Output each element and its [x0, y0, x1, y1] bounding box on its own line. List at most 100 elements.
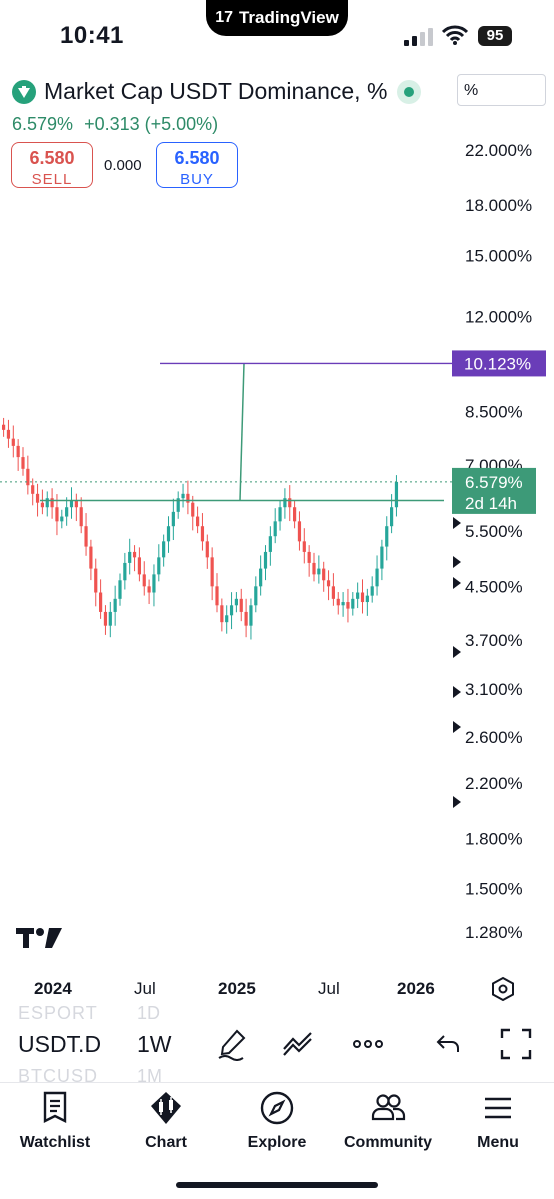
tradingview-logo-icon[interactable]	[16, 926, 62, 950]
buy-price: 6.580	[174, 148, 220, 168]
price-marker-arrow[interactable]	[453, 646, 461, 658]
candle-body	[186, 493, 190, 503]
candle-body	[65, 507, 69, 517]
price-marker-arrow[interactable]	[453, 686, 461, 698]
tab-explore[interactable]: Explore	[222, 1090, 332, 1152]
x-tick-jul-2024: Jul	[134, 979, 156, 998]
tab-chart[interactable]: Chart	[111, 1090, 221, 1152]
ticker-selector[interactable]: USDT.D	[18, 1031, 102, 1057]
sell-button[interactable]: 6.580 SELL	[11, 142, 93, 188]
candle-body	[176, 498, 180, 512]
x-tick-2024: 2024	[34, 979, 72, 998]
home-indicator	[176, 1182, 378, 1188]
tab-label-explore: Explore	[247, 1134, 307, 1151]
price-marker-arrow[interactable]	[453, 577, 461, 589]
price-marker-arrow[interactable]	[453, 796, 461, 808]
price-marker-arrow[interactable]	[453, 721, 461, 733]
symbol-title[interactable]: Market Cap USDT Dominance, %	[44, 78, 388, 104]
candle-body	[137, 557, 141, 575]
tab-community[interactable]: Community	[333, 1090, 443, 1152]
candle-body	[365, 595, 369, 603]
candle-body	[356, 592, 360, 599]
candle-body	[50, 498, 54, 508]
candle-body	[11, 438, 15, 446]
candle-body	[152, 574, 156, 593]
candle-body	[200, 526, 205, 542]
last-price: 6.579%	[12, 114, 74, 134]
fullscreen-icon[interactable]	[499, 1027, 533, 1061]
candle-body	[99, 592, 103, 612]
candle-body	[147, 586, 151, 593]
candle-body	[244, 611, 248, 626]
ghost-interval-below[interactable]: 1M	[137, 1066, 163, 1086]
candle-body	[210, 557, 214, 587]
tab-label-chart: Chart	[145, 1134, 187, 1151]
more-tools-icon[interactable]	[351, 1027, 385, 1061]
y-tick-label: 1.280%	[465, 923, 523, 942]
price-summary: 6.579% +0.313 (+5.00%)	[12, 114, 218, 135]
candle-body	[288, 498, 292, 508]
undo-icon[interactable]	[432, 1027, 466, 1061]
drawing-tool-icon[interactable]	[215, 1027, 249, 1061]
buy-label: BUY	[180, 171, 214, 188]
interval-selector[interactable]: 1W	[137, 1031, 172, 1057]
price-scale-selector[interactable]: %	[457, 74, 546, 106]
candle-body	[35, 493, 40, 503]
candle-body	[302, 541, 306, 552]
ghost-interval-above[interactable]: 1D	[137, 1003, 161, 1023]
chart-settings-icon[interactable]	[490, 976, 516, 1002]
candle-body	[123, 562, 127, 581]
tab-label-watchlist: Watchlist	[19, 1134, 91, 1151]
candle-body	[118, 580, 122, 599]
price-chart[interactable]: 22.000%18.000%15.000%12.000%8.500%7.000%…	[0, 120, 554, 950]
pattern-tool-icon[interactable]	[281, 1027, 315, 1061]
price-change: +0.313 (+5.00%)	[84, 114, 219, 134]
price-marker-arrow[interactable]	[453, 556, 461, 568]
candle-body	[31, 485, 35, 494]
candle-body	[380, 546, 384, 569]
battery-indicator: 95	[478, 26, 512, 46]
x-tick-jul-2025: Jul	[318, 979, 340, 998]
candle-body	[215, 586, 219, 606]
target-price-text: 10.123%	[464, 354, 531, 373]
tab-menu[interactable]: Menu	[443, 1090, 553, 1152]
community-icon	[371, 1094, 406, 1121]
candle-body	[89, 546, 93, 569]
cellular-signal-icon	[404, 28, 433, 46]
candle-body	[234, 598, 238, 606]
candle-body	[45, 498, 49, 508]
candle-body	[229, 605, 234, 616]
drawing-overlays	[0, 362, 461, 808]
price-axis: 22.000%18.000%15.000%12.000%8.500%7.000%…	[465, 141, 532, 942]
candle-body	[263, 551, 268, 569]
candle-body	[191, 502, 195, 517]
candle-body	[128, 551, 132, 563]
candle-body	[259, 568, 263, 587]
tab-watchlist[interactable]: Watchlist	[0, 1090, 110, 1152]
last-price-badge-value: 6.579%	[465, 473, 523, 492]
candle-body	[196, 516, 200, 527]
candle-body	[317, 568, 321, 575]
candle-body	[69, 500, 74, 508]
candle-body	[26, 468, 30, 486]
buy-button[interactable]: 6.580 BUY	[156, 142, 238, 188]
wifi-icon	[442, 25, 468, 45]
dynamic-island: 17 TradingView	[206, 0, 348, 36]
candle-body	[336, 598, 340, 606]
tether-logo-icon[interactable]	[12, 80, 36, 104]
x-tick-2026: 2026	[397, 979, 435, 998]
candle-body	[370, 586, 374, 596]
ghost-ticker-above[interactable]: ESPORT	[18, 1003, 98, 1023]
candle-body	[346, 602, 350, 609]
candle-body	[268, 536, 272, 552]
candle-body	[6, 429, 11, 439]
measured-move-line[interactable]	[239, 363, 245, 501]
candle-body	[2, 424, 6, 430]
candle-body	[103, 611, 108, 626]
candle-body	[162, 541, 166, 558]
price-marker-arrow[interactable]	[453, 517, 461, 529]
tab-label-community: Community	[344, 1134, 432, 1151]
ghost-ticker-below[interactable]: BTCUSD	[18, 1066, 99, 1086]
price-labels: 10.123% 6.579% 2d 14h	[452, 350, 546, 514]
market-status-icon[interactable]	[397, 80, 421, 104]
